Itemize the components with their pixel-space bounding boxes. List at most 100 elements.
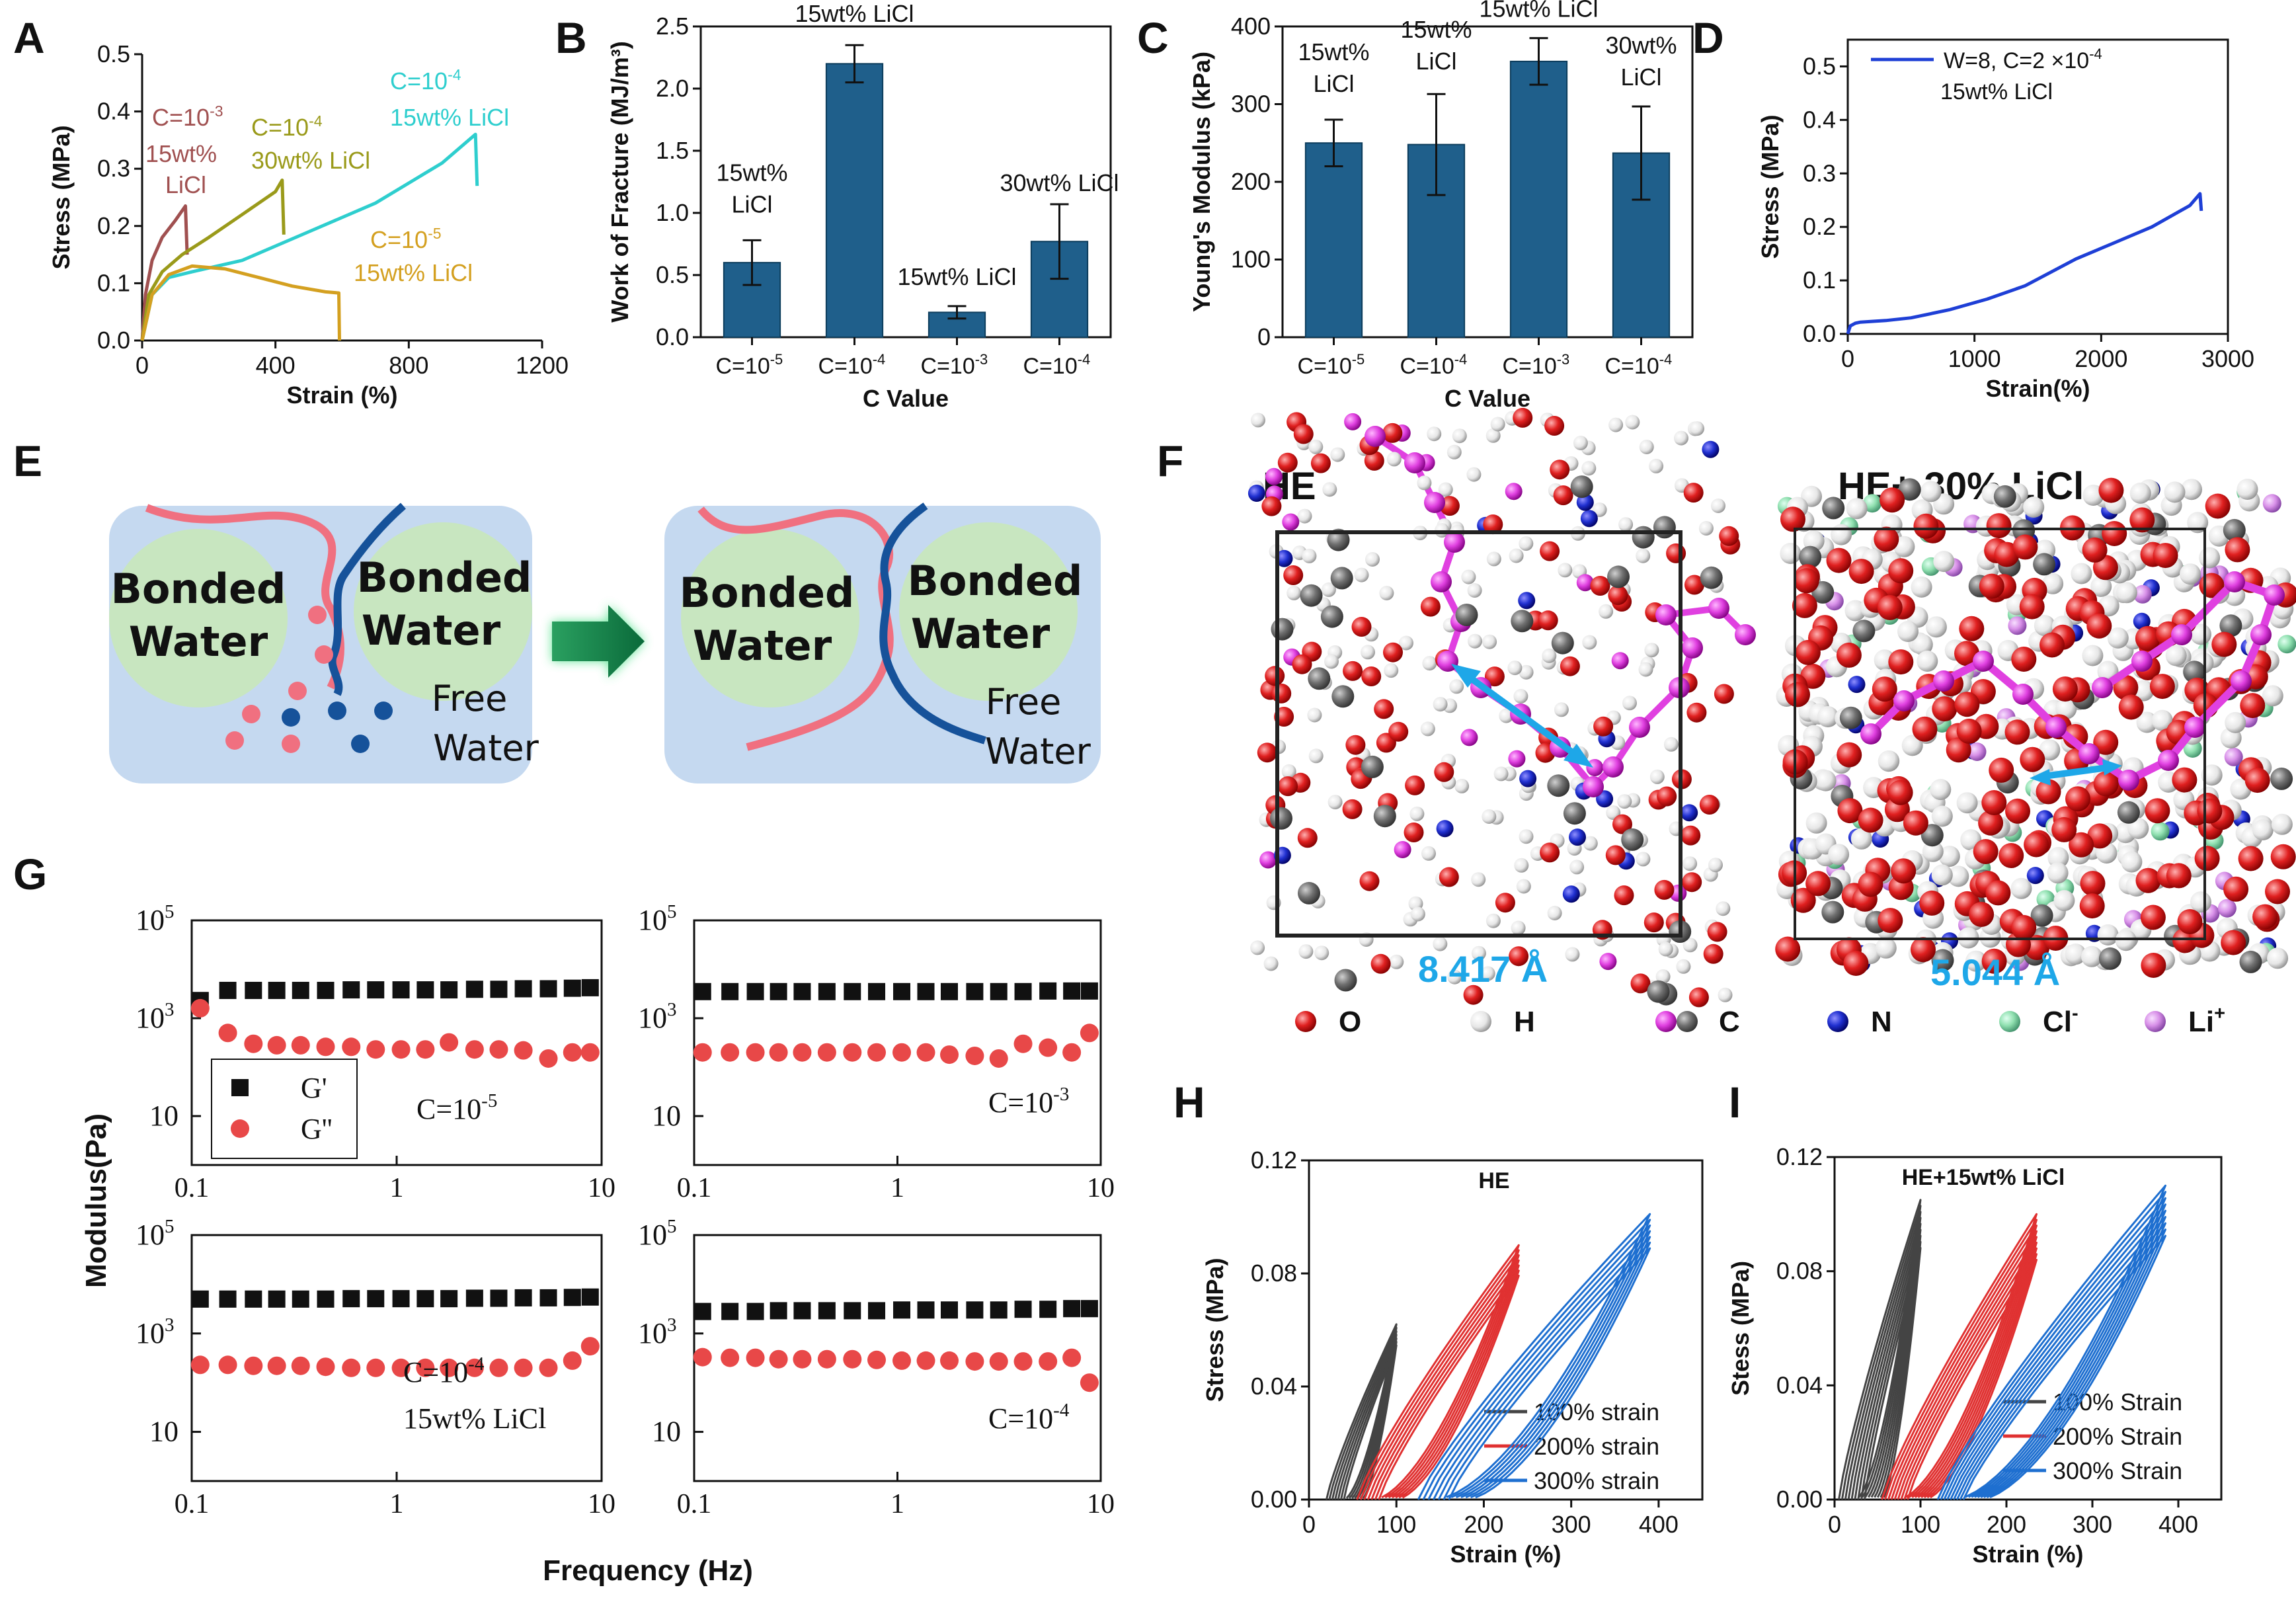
hydrogen-atom (1263, 956, 1279, 971)
oxygen-atom (2069, 832, 2094, 858)
hydrogen-atom (1956, 792, 1978, 814)
subplot-title: HE+15wt% LiCl (1902, 1165, 2065, 1190)
carbon-atom (1455, 604, 1478, 626)
carbon-atom (1973, 651, 1994, 672)
g-prime-point (342, 1290, 360, 1308)
oxygen-atom (2087, 823, 2113, 849)
hydrogen-atom (1298, 944, 1314, 959)
g-double-prime-point (693, 1043, 712, 1062)
y-axis-label: Modulus(Pa) (80, 1113, 112, 1288)
x-tick-label: C=10-4 (1400, 351, 1468, 379)
y-axis-label: Stess (MPa) (1727, 1261, 1754, 1396)
panel-letter-e: E (13, 436, 42, 485)
oxygen-atom (1954, 692, 1980, 717)
oxygen-atom (2113, 674, 2139, 700)
g-double-prime-point (416, 1358, 435, 1377)
hydrogen-atom (1644, 643, 1659, 658)
hysteresis-loop (1417, 1213, 1651, 1500)
oxygen-atom (1374, 699, 1394, 719)
oxygen-atom (1891, 858, 1917, 884)
polymer-strand-blue (879, 502, 986, 744)
g-double-prime-point (817, 1043, 836, 1062)
hydrogen-atom (2180, 563, 2201, 585)
x-tick-label: 300 (2073, 1511, 2112, 1538)
panel-h-cyclic-he: 0 100 200 300 400 0.00 0.04 0.08 0.12 Strain (%) S… (1201, 1146, 1704, 1568)
g-prime-point (317, 1290, 335, 1308)
hysteresis-loop (1850, 1223, 1922, 1500)
oxygen-atom (1973, 839, 1999, 864)
panel-letter-b: B (555, 13, 587, 62)
hydrogen-atom (1622, 696, 1637, 711)
lithium-atom (2133, 584, 2152, 604)
hydrogen-atom (1542, 648, 1557, 663)
hydrogen-atom (1471, 945, 1486, 961)
bar (825, 63, 884, 339)
oxygen-atom (1283, 565, 1304, 585)
g-double-prime-point (267, 1035, 286, 1055)
g-prime-point (465, 1289, 483, 1307)
oxygen-atom (1292, 654, 1312, 674)
hydrogen-atom (1471, 872, 1486, 887)
hydrogen-atom (2271, 813, 2293, 835)
hydrogen-atom (1831, 524, 1852, 545)
g-double-prime-point (563, 1351, 582, 1370)
oxygen-atom (2079, 893, 2105, 919)
oxygen-atom (2225, 537, 2250, 563)
panel-b-work-of-fracture: 0.0 0.5 1.0 1.5 2.0 2.5 C=10-5 15wt% LiCl C=10-4 1… (606, 0, 1119, 412)
hydrogen-atom (2181, 479, 2202, 501)
g-prime-point (844, 983, 861, 1000)
oxygen-atom (2024, 832, 2049, 858)
g-prime-point (416, 1290, 434, 1308)
g-double-prime-point (539, 1358, 558, 1377)
g-double-prime-point (1080, 1373, 1099, 1392)
oxygen-atom (1657, 786, 1677, 807)
oxygen-atom (1959, 616, 1985, 641)
legend-label: 300% strain (1534, 1467, 1659, 1494)
x-axis-label: Frequency (Hz) (543, 1554, 753, 1587)
y-tick-label: 103 (638, 1314, 677, 1349)
oxygen-atom (1608, 585, 1628, 606)
bonded-water-label: Water (911, 610, 1050, 658)
g-prime-point (1014, 983, 1032, 1000)
nitrogen-atom (1436, 820, 1454, 838)
md-distance-right: 5.044 Å (1930, 951, 2060, 993)
hydrogen-atom (1447, 969, 1462, 984)
hydrogen-atom (1893, 536, 1915, 557)
lithium-atom (2217, 899, 2237, 918)
carbon-atom (2092, 677, 2113, 698)
legend-label: W=8, C=2 ×10-4 (1944, 46, 2102, 73)
carbon-atom (1334, 969, 1357, 992)
g-double-prime-point (580, 1043, 600, 1062)
g-double-prime-point (793, 1349, 812, 1369)
g-double-prime-point (989, 1049, 1008, 1068)
y-tick-label: 0.5 (97, 40, 130, 67)
g-prime-point (317, 981, 335, 999)
oxygen-atom (1614, 885, 1634, 906)
hydrogen-atom (1499, 708, 1514, 723)
hydrogen-atom (1676, 959, 1691, 974)
oxygen-atom (2145, 798, 2170, 824)
oxygen-atom (1382, 422, 1403, 443)
hydrogen-atom (2039, 739, 2061, 761)
g-double-prime-point (291, 1356, 310, 1375)
panel-letter-c: C (1137, 13, 1169, 62)
g-double-prime-point (892, 1043, 912, 1062)
carbon-atom (2171, 624, 2192, 645)
g-double-prime-point (489, 1358, 508, 1377)
x-tick-label: C=10-5 (1298, 351, 1365, 379)
hydrogen-atom (1625, 415, 1640, 430)
free-water-label: Water (433, 727, 539, 769)
carbon-atom (2223, 518, 2246, 542)
x-tick-label: 1 (891, 1173, 904, 1203)
hydrogen-atom (2237, 479, 2258, 500)
lithium-atom (2008, 616, 2027, 635)
carbon-atom (1632, 526, 1655, 549)
hysteresis-loop (1422, 1219, 1651, 1500)
md-distance-left: 8.417 Å (1418, 948, 1548, 990)
y-tick-label: 0.04 (1776, 1371, 1823, 1398)
bonded-water-bubble (109, 529, 288, 707)
oxygen-atom (1590, 576, 1610, 596)
x-axis-label: C Value (1445, 385, 1530, 412)
y-tick-label: 105 (136, 1216, 175, 1251)
g-prime-point (563, 979, 581, 997)
